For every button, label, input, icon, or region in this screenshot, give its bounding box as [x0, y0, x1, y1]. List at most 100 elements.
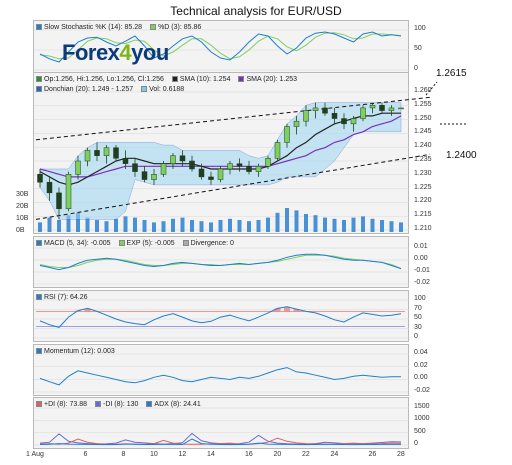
legend-label: %D (3): 85.86	[158, 23, 202, 31]
callout-arrow-upper	[425, 81, 438, 96]
stochastic-tick-label: 0	[414, 65, 418, 72]
volume-tick-label: 20B	[16, 203, 29, 210]
candle-body	[303, 110, 309, 122]
candle-body	[56, 192, 62, 210]
macd-line	[39, 253, 402, 271]
rsi-tick-label: 100	[414, 295, 426, 302]
candle-body	[322, 107, 328, 114]
candle-body	[94, 150, 100, 156]
rsi-tick-label: 0	[414, 333, 418, 340]
legend-swatch	[150, 24, 157, 30]
candle-body	[284, 126, 290, 143]
legend-swatch	[36, 76, 42, 82]
momentum-line	[39, 367, 401, 386]
volume-bar	[161, 221, 166, 232]
volume-bar	[142, 220, 147, 232]
plus-di-line	[39, 437, 402, 445]
momentum-tick-label: 0.04	[414, 349, 428, 356]
macd-tick-label: -0.02	[414, 279, 430, 286]
candle-body	[198, 168, 205, 178]
legend-item: Donchian (20): 1.249 - 1.257	[36, 84, 133, 94]
callout-upper-value: 1.2615	[436, 68, 467, 79]
volume-bar	[256, 220, 261, 232]
volume-bar	[152, 222, 156, 232]
legend-swatch	[182, 240, 189, 246]
candle-body	[217, 168, 224, 180]
x-axis-label: 26	[368, 451, 377, 458]
candle-body	[331, 112, 338, 119]
legend-item: Slow Stochastic %K (14): 85.28	[36, 22, 142, 32]
volume-bar	[294, 210, 299, 232]
x-axis-label: 1 Aug	[26, 451, 44, 458]
legend-swatch	[171, 76, 178, 82]
candle-body	[398, 107, 404, 110]
macd-tick-label: 0.00	[414, 255, 428, 262]
candle-body	[65, 174, 72, 210]
momentum-legend: Momentum (12): 0.003	[36, 346, 115, 356]
trend-channel-upper	[35, 96, 431, 141]
price-tick-label: 1.215	[414, 211, 432, 219]
volume-bar	[370, 218, 375, 232]
volume-tick-label: 30B	[16, 191, 29, 198]
series-line-pct-k	[39, 31, 402, 63]
legend-label: Momentum (12): 0.003	[44, 347, 115, 355]
candle-body	[122, 158, 129, 164]
legend-swatch	[36, 86, 42, 92]
legend-item: Vol: 0.6188	[141, 84, 184, 94]
momentum-tick-label: -0.02	[414, 387, 430, 394]
price-tick-label: 1.230	[414, 169, 432, 177]
rsi-legend: RSI (7): 64.26	[36, 292, 88, 302]
volume-bar	[304, 214, 308, 232]
rsi-overbought-fill	[274, 308, 281, 312]
legend-item: ADX (8): 24.41	[146, 399, 201, 409]
candle-body	[350, 118, 357, 125]
legend-item: Divergence: 0	[182, 238, 234, 248]
stochastic-tick-label: 50	[414, 45, 422, 52]
price-tick-label: 1.245	[414, 128, 432, 136]
adx-legend: +DI (8): 73.88 -DI (8): 130 ADX (8): 24.…	[36, 399, 201, 409]
candle-body	[246, 166, 252, 172]
volume-bar	[380, 220, 384, 232]
price-tick-label: 1.235	[414, 156, 432, 163]
volume-bar	[38, 222, 42, 232]
rsi-overbought-fill	[293, 309, 300, 312]
legend-item: SMA (20): 1.253	[238, 74, 297, 84]
candle-body	[151, 174, 157, 180]
x-axis-label: 24	[330, 451, 339, 458]
stochastic-tick-label: 100	[414, 25, 426, 32]
price-legend-row2: Donchian (20): 1.249 - 1.257 Vol: 0.6188	[36, 84, 184, 94]
x-axis-label: 10	[150, 451, 158, 458]
macd-exp-line	[39, 254, 402, 270]
legend-item: -DI (8): 130	[95, 399, 138, 409]
price-tick-label: 1.255	[414, 100, 432, 108]
volume-tick-label: 0B	[16, 227, 25, 234]
volume-bar	[237, 220, 242, 232]
adx-tick-label: 0	[414, 440, 418, 447]
volume-bar	[95, 220, 99, 232]
volume-bar	[123, 216, 128, 232]
volume-bar	[323, 217, 327, 232]
rsi-overbought-fill	[284, 306, 290, 312]
x-axis-label: 22	[302, 451, 310, 458]
legend-label: Vol: 0.6188	[149, 85, 185, 93]
legend-swatch	[36, 294, 42, 300]
volume-bar	[332, 218, 337, 232]
volume-bar	[114, 218, 118, 232]
volume-bar	[76, 212, 80, 232]
rsi-panel	[33, 290, 409, 342]
volume-bar	[133, 217, 137, 232]
legend-item: MACD (5, 34): -0.005	[36, 238, 111, 248]
macd-tick-label: -0.01	[414, 267, 430, 274]
volume-bar	[361, 216, 365, 232]
legend-label: Op:1.256, Hi:1.256, Lo:1.256, Cl:1.256	[44, 75, 164, 83]
donchian-band	[39, 102, 402, 220]
candle-body	[236, 163, 243, 167]
volume-bar	[47, 217, 52, 232]
legend-swatch	[36, 348, 42, 354]
price-legend-row1: Op:1.256, Hi:1.256, Lo:1.256, Cl:1.256 S…	[36, 74, 297, 84]
legend-swatch	[238, 76, 245, 82]
candle-body	[312, 107, 319, 111]
candle-body	[46, 181, 53, 194]
price-tick-label: 1.220	[414, 197, 432, 205]
volume-bar	[275, 212, 280, 232]
